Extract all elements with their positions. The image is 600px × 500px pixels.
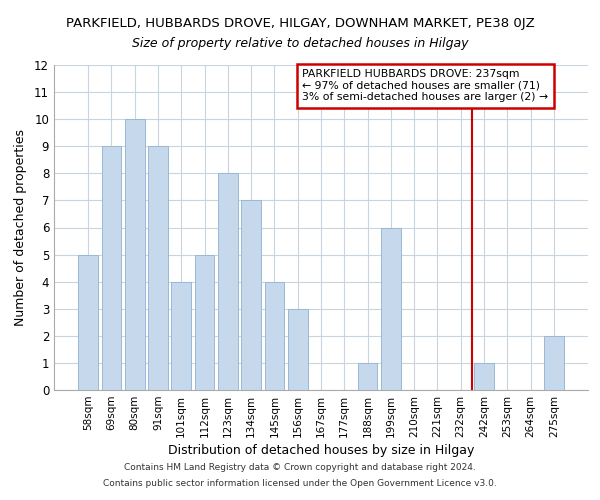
Bar: [544, 336, 564, 390]
Bar: [265, 282, 284, 390]
Text: Size of property relative to detached houses in Hilgay: Size of property relative to detached ho…: [132, 38, 468, 51]
Bar: [381, 228, 401, 390]
Bar: [474, 363, 494, 390]
Text: PARKFIELD HUBBARDS DROVE: 237sqm
← 97% of detached houses are smaller (71)
3% of: PARKFIELD HUBBARDS DROVE: 237sqm ← 97% o…: [302, 69, 548, 102]
X-axis label: Distribution of detached houses by size in Hilgay: Distribution of detached houses by size …: [168, 444, 474, 457]
Bar: [78, 254, 98, 390]
Text: Contains HM Land Registry data © Crown copyright and database right 2024.: Contains HM Land Registry data © Crown c…: [124, 464, 476, 472]
Bar: [358, 363, 377, 390]
Y-axis label: Number of detached properties: Number of detached properties: [14, 129, 27, 326]
Bar: [148, 146, 168, 390]
Bar: [218, 174, 238, 390]
Bar: [172, 282, 191, 390]
Bar: [241, 200, 261, 390]
Bar: [101, 146, 121, 390]
Bar: [288, 308, 308, 390]
Bar: [125, 119, 145, 390]
Text: PARKFIELD, HUBBARDS DROVE, HILGAY, DOWNHAM MARKET, PE38 0JZ: PARKFIELD, HUBBARDS DROVE, HILGAY, DOWNH…: [65, 18, 535, 30]
Bar: [194, 254, 214, 390]
Text: Contains public sector information licensed under the Open Government Licence v3: Contains public sector information licen…: [103, 478, 497, 488]
